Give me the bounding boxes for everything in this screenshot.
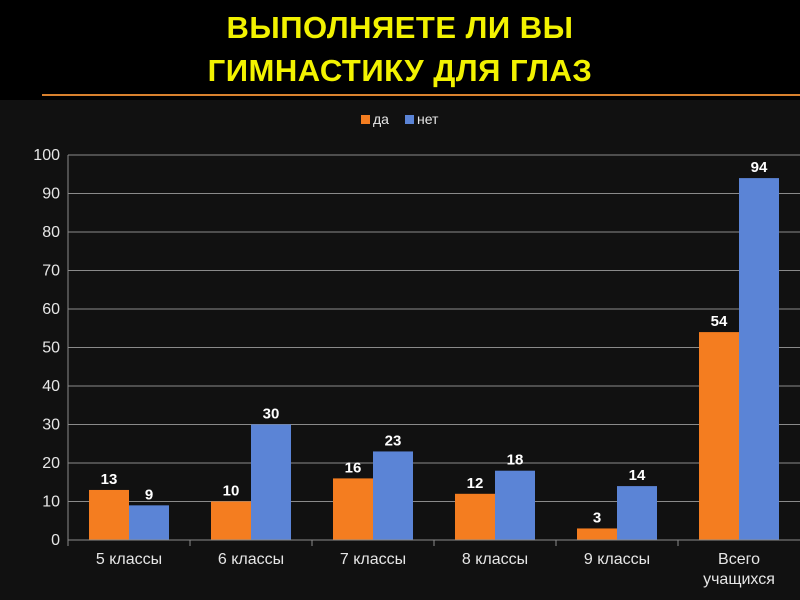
data-label: 94 xyxy=(751,159,768,176)
bar-да xyxy=(577,528,617,540)
title-line-1: ВЫПОЛНЯЕТЕ ЛИ ВЫ xyxy=(226,10,574,45)
data-label: 9 xyxy=(145,486,153,503)
y-tick-label: 20 xyxy=(42,455,60,472)
x-category-label: 6 классы xyxy=(218,551,284,568)
bar-нет xyxy=(617,486,657,540)
y-tick-label: 100 xyxy=(33,147,60,164)
legend-swatch-нет xyxy=(405,115,414,124)
chart-area: 0 10 20 30 40 50 60 70 80 90 100 13 9 5 классы 10 30 6 к… xyxy=(0,100,800,600)
bar-chart: 0 10 20 30 40 50 60 70 80 90 100 13 9 5 классы 10 30 6 к… xyxy=(33,111,800,588)
y-tick-label: 70 xyxy=(42,263,60,280)
y-tick-label: 10 xyxy=(42,494,60,511)
legend-label-да: да xyxy=(373,111,389,127)
bar-да xyxy=(333,478,373,540)
x-category-label: учащихся xyxy=(703,571,775,588)
title-area: ВЫПОЛНЯЕТЕ ЛИ ВЫ ГИМНАСТИКУ ДЛЯ ГЛАЗ xyxy=(0,0,800,100)
y-tick-label: 80 xyxy=(42,224,60,241)
data-label: 3 xyxy=(593,509,601,526)
slide-title: ВЫПОЛНЯЕТЕ ЛИ ВЫ ГИМНАСТИКУ ДЛЯ ГЛАЗ xyxy=(0,6,800,92)
y-tick-label: 90 xyxy=(42,186,60,203)
bar-нет xyxy=(373,451,413,540)
data-label: 10 xyxy=(223,483,240,500)
bar-да xyxy=(89,489,129,540)
bar-нет xyxy=(251,424,291,540)
legend-swatch-да xyxy=(361,115,370,124)
x-category-label: 8 классы xyxy=(462,551,528,568)
legend-label-нет: нет xyxy=(417,111,439,127)
data-label: 54 xyxy=(711,313,728,330)
y-tick-label: 50 xyxy=(42,340,60,357)
title-divider xyxy=(42,94,800,96)
x-category-label: 7 классы xyxy=(340,551,406,568)
y-tick-label: 0 xyxy=(51,532,60,549)
title-line-2: ГИМНАСТИКУ ДЛЯ ГЛАЗ xyxy=(207,53,593,88)
data-label: 12 xyxy=(467,475,484,492)
data-label: 13 xyxy=(101,471,118,488)
data-label: 30 xyxy=(263,406,280,423)
bar-да xyxy=(699,332,739,540)
x-category-label: 5 классы xyxy=(96,551,162,568)
bar-нет xyxy=(129,505,169,540)
x-category-label: Всего xyxy=(718,551,760,568)
data-label: 23 xyxy=(385,432,402,449)
y-tick-label: 60 xyxy=(42,301,60,318)
bar-нет xyxy=(495,470,535,540)
data-label: 18 xyxy=(507,452,524,469)
bar-да xyxy=(455,493,495,540)
y-tick-label: 30 xyxy=(42,417,60,434)
bar-нет xyxy=(739,178,779,540)
bar-да xyxy=(211,501,251,540)
data-label: 14 xyxy=(629,467,646,484)
x-category-label: 9 классы xyxy=(584,551,650,568)
y-tick-label: 40 xyxy=(42,378,60,395)
data-label: 16 xyxy=(345,459,362,476)
